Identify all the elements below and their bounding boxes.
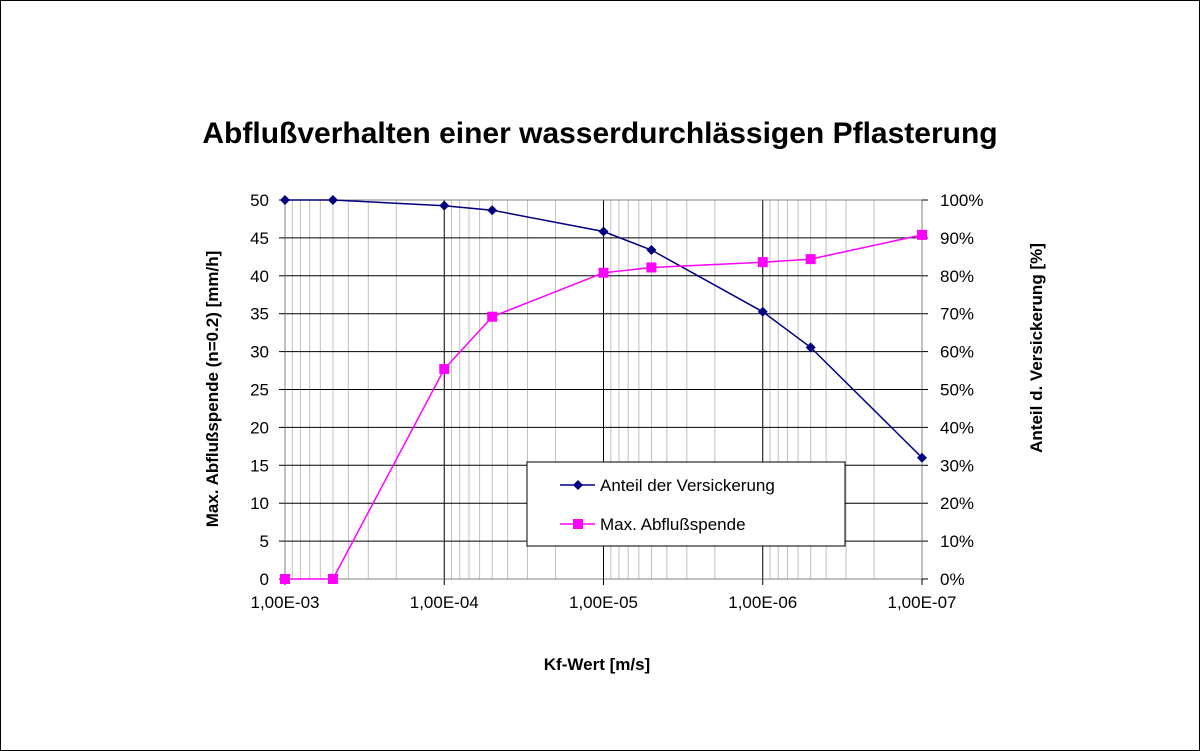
y-tick-label: 50 (250, 191, 269, 210)
y-tick-label: 40 (250, 267, 269, 286)
data-point-versickerung (598, 226, 609, 237)
data-point-versickerung (805, 342, 816, 353)
data-point-versickerung (280, 195, 290, 205)
y-tick-label: 0 (260, 570, 269, 589)
y-tick-label: 35 (250, 305, 269, 324)
y2-tick-label: 10% (940, 532, 974, 551)
data-point-versickerung (757, 306, 768, 317)
x-tick-label: 1,00E-07 (888, 593, 957, 612)
x-tick-label: 1,00E-04 (410, 593, 479, 612)
chart-title: Abflußverhalten einer wasserdurchlässige… (202, 117, 997, 150)
data-point-versickerung (487, 205, 498, 216)
data-point-abflussspende (280, 574, 290, 584)
y2-tick-label: 30% (940, 456, 974, 475)
data-point-versickerung (439, 200, 450, 211)
data-point-abflussspende (805, 254, 816, 265)
y2-tick-label: 0% (940, 570, 965, 589)
y-axis-title: Max. Abflußspende (n=0.2) [mm/h] (203, 251, 222, 528)
data-point-abflussspende (327, 574, 338, 584)
y-tick-label: 30 (250, 343, 269, 362)
series-layer (280, 195, 927, 584)
legend: Anteil der Versickerung Max. Abflußspend… (526, 461, 846, 547)
y-tick-label: 45 (250, 229, 269, 248)
data-point-abflussspende (917, 229, 927, 240)
y-tick-label: 10 (250, 494, 269, 513)
y-tick-label: 25 (250, 381, 269, 400)
data-point-abflussspende (598, 267, 609, 278)
legend-marker-abflussspende (573, 519, 583, 529)
x-tick-label: 1,00E-05 (569, 593, 638, 612)
legend-label-abflussspende: Max. Abflußspende (600, 515, 746, 534)
data-point-abflussspende (487, 311, 498, 322)
legend-marker-versickerung (573, 480, 583, 490)
x-axis-ticks: 1,00E-03 1,00E-04 1,00E-05 1,00E-06 1,00E-07 (251, 579, 957, 612)
x-tick-label: 1,00E-03 (251, 593, 320, 612)
x-axis-title: Kf-Wert [m/s] (544, 655, 650, 674)
y2-tick-label: 20% (940, 494, 974, 513)
data-point-abflussspende (439, 364, 450, 375)
y2-tick-label: 70% (940, 305, 974, 324)
x-tick-label: 1,00E-06 (728, 593, 797, 612)
y2-tick-label: 50% (940, 381, 974, 400)
y2-tick-label: 80% (940, 267, 974, 286)
data-point-abflussspende (757, 257, 768, 268)
data-point-versickerung (917, 452, 927, 463)
right-axis-ticks: 0% 10% 20% 30% 40% 50% 60% 70% 80% 90% 100% (922, 191, 983, 589)
y2-axis-title: Anteil d. Versickerung [%] (1027, 243, 1046, 453)
data-point-abflussspende (646, 262, 657, 273)
data-point-versickerung (327, 195, 338, 205)
legend-label-versickerung: Anteil der Versickerung (600, 476, 775, 495)
legend-box (526, 461, 846, 547)
y2-tick-label: 100% (940, 191, 983, 210)
y-tick-label: 15 (250, 456, 269, 475)
data-point-versickerung (646, 245, 657, 256)
y-tick-label: 5 (260, 532, 269, 551)
y2-tick-label: 40% (940, 418, 974, 437)
y-tick-label: 20 (250, 418, 269, 437)
y2-tick-label: 60% (940, 343, 974, 362)
left-axis-ticks: 0 5 10 15 20 25 30 35 40 45 50 (250, 191, 285, 589)
y2-tick-label: 90% (940, 229, 974, 248)
